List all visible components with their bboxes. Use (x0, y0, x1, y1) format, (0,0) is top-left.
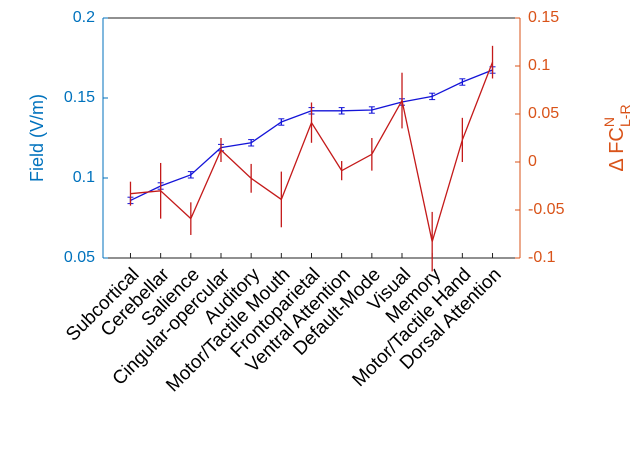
y-tick-label: 0.2 (73, 9, 95, 26)
series-line (130, 61, 494, 242)
y2-tick-label: -0.1 (528, 249, 556, 266)
y2-tick-label: 0 (528, 153, 537, 170)
y2-tick-label: -0.05 (528, 201, 565, 218)
y2-tick-label: 0.15 (528, 9, 559, 26)
y-tick-label: 0.05 (64, 249, 95, 266)
y-tick-label: 0.1 (73, 169, 95, 186)
y2-label-base: Δ FC (606, 127, 628, 171)
y-tick-label: 0.15 (64, 89, 95, 106)
y-axis-label: Field (V/m) (27, 94, 47, 182)
y2-tick-label: 0.1 (528, 57, 550, 74)
y2-tick-label: 0.05 (528, 105, 559, 122)
y2-axis-label: Δ FCNL-R (601, 104, 633, 171)
y2-label-sub: L-R (617, 104, 633, 127)
y2-label-sup: N (601, 117, 617, 127)
